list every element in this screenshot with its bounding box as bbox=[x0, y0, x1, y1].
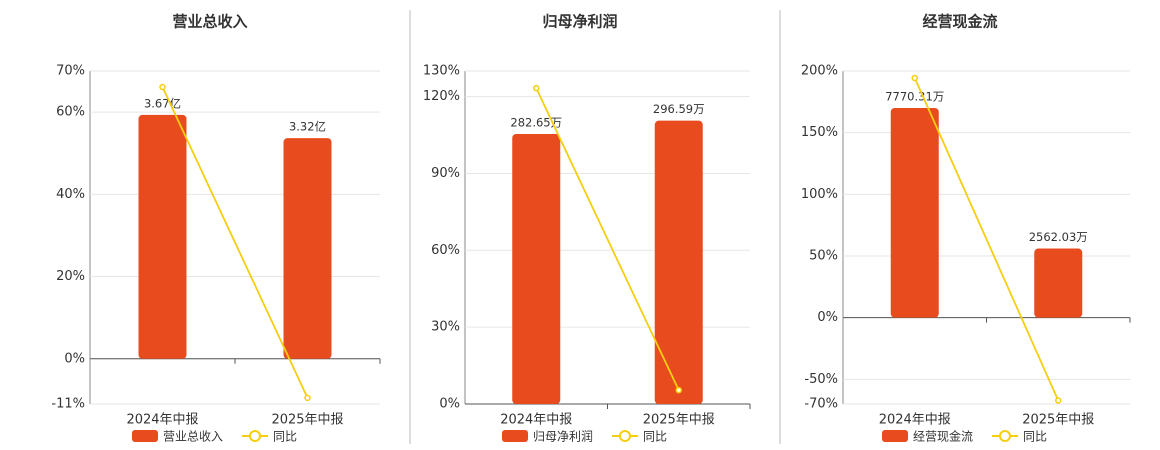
bar bbox=[890, 107, 939, 318]
line-point bbox=[533, 84, 540, 92]
y-tick-label: 30% bbox=[431, 320, 460, 335]
y-tick-label: 0% bbox=[439, 397, 460, 412]
chart-title: 营业总收入 bbox=[172, 13, 247, 31]
bar bbox=[654, 120, 703, 405]
y-tick-label: -50% bbox=[804, 372, 838, 387]
legend-label: 归母净利润 bbox=[533, 430, 593, 444]
y-tick-label: 0% bbox=[64, 351, 85, 366]
chart-title: 归母净利润 bbox=[542, 13, 617, 31]
y-tick-label: 70% bbox=[56, 64, 85, 79]
bar bbox=[512, 133, 561, 404]
line-point bbox=[675, 386, 682, 394]
bar bbox=[138, 114, 187, 359]
bar bbox=[283, 138, 332, 359]
y-tick-label: 20% bbox=[56, 269, 85, 284]
line-point bbox=[304, 394, 311, 402]
y-tick-label: 150% bbox=[801, 125, 838, 140]
y-tick-label: 0% bbox=[817, 310, 838, 325]
legend-marker bbox=[249, 430, 261, 442]
legend-label: 营业总收入 bbox=[163, 430, 223, 444]
y-tick-label: 60% bbox=[56, 105, 85, 120]
y-tick-label: 120% bbox=[423, 89, 460, 104]
value-label: 7770.31万 bbox=[885, 89, 944, 103]
legend-label: 同比 bbox=[643, 430, 667, 444]
x-tick-label: 2025年中报 bbox=[1022, 413, 1094, 428]
line-point bbox=[1055, 397, 1062, 404]
legend-marker bbox=[619, 430, 631, 442]
y-tick-label: -70% bbox=[804, 397, 838, 412]
value-label: 282.65万 bbox=[510, 115, 562, 129]
y-tick-label: 90% bbox=[431, 166, 460, 181]
x-tick-label: 2024年中报 bbox=[500, 413, 572, 428]
y-tick-label: 40% bbox=[56, 187, 85, 202]
x-tick-label: 2025年中报 bbox=[643, 413, 715, 428]
line bbox=[535, 87, 680, 391]
line-point bbox=[911, 74, 918, 82]
bar bbox=[1034, 248, 1083, 318]
y-tick-label: 50% bbox=[809, 249, 838, 264]
y-tick-label: 100% bbox=[801, 187, 838, 202]
x-tick-label: 2024年中报 bbox=[879, 413, 951, 428]
y-tick-label: 200% bbox=[801, 64, 838, 79]
legend-marker bbox=[999, 430, 1011, 442]
x-tick-label: 2025年中报 bbox=[271, 413, 343, 428]
legend-label: 同比 bbox=[273, 430, 297, 444]
value-label: 296.59万 bbox=[653, 102, 705, 116]
y-tick-label: -11% bbox=[51, 397, 85, 412]
value-label: 2562.03万 bbox=[1029, 230, 1088, 244]
legend-label: 经营现金流 bbox=[913, 429, 973, 444]
legend-swatch bbox=[882, 430, 908, 442]
line-point bbox=[159, 83, 166, 91]
value-label: 3.67亿 bbox=[144, 96, 181, 110]
y-tick-label: 60% bbox=[431, 243, 460, 258]
chart-title: 经营现金流 bbox=[922, 13, 997, 31]
y-tick-label: 130% bbox=[423, 64, 460, 79]
line bbox=[161, 86, 309, 399]
legend-swatch bbox=[132, 430, 158, 442]
value-label: 3.32亿 bbox=[289, 120, 326, 134]
x-tick-label: 2024年中报 bbox=[126, 413, 198, 428]
legend-label: 同比 bbox=[1023, 430, 1047, 444]
line bbox=[913, 77, 1060, 401]
legend-swatch bbox=[502, 430, 528, 442]
